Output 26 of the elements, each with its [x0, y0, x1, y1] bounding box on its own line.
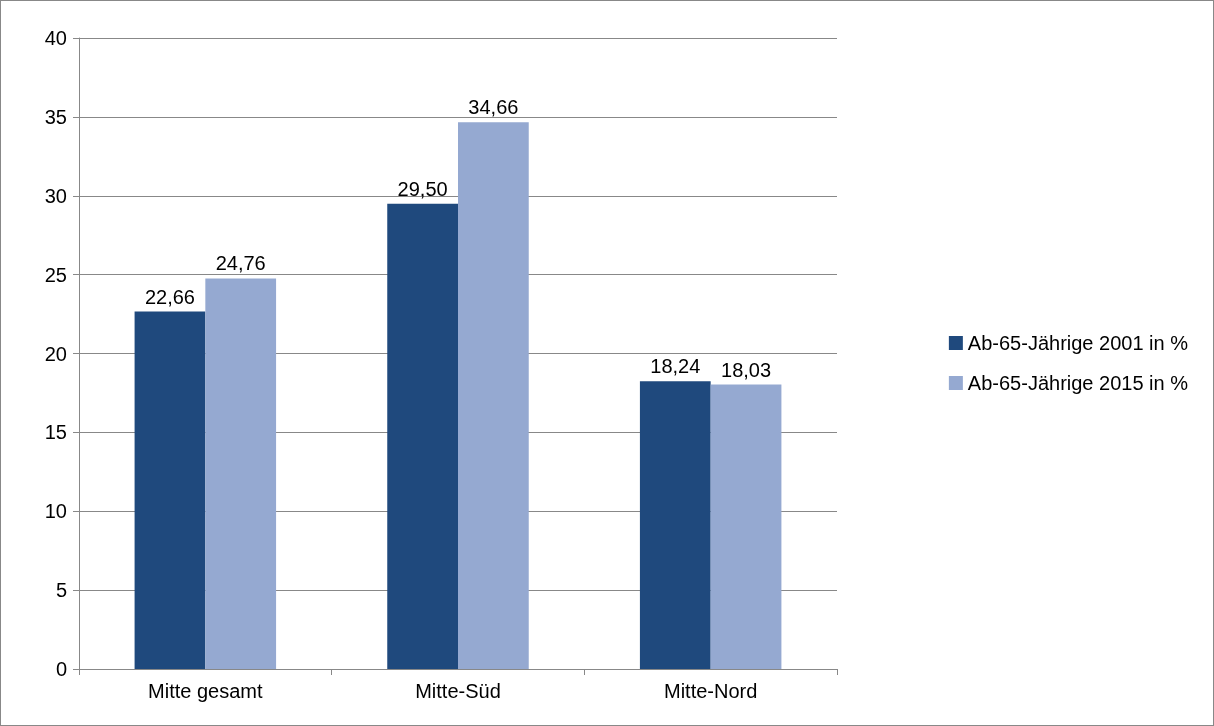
bar: [134, 311, 206, 669]
legend-label: Ab-65-Jährige 2015 in %: [967, 372, 1189, 394]
y-tick-label: 5: [55, 579, 67, 602]
data-label: 29,50: [397, 177, 448, 200]
x-tick-label: Mitte-Nord: [663, 680, 758, 702]
x-tick-label: Mitte gesamt: [148, 680, 264, 702]
y-tick-label: 0: [55, 658, 67, 680]
y-tick-label: 15: [44, 421, 67, 444]
bar: [205, 278, 277, 669]
data-label: 18,24: [650, 355, 701, 378]
y-tick-label: 40: [44, 27, 67, 49]
data-label: 34,66: [468, 96, 519, 119]
bar: [387, 203, 458, 669]
x-tick-label: Mitte-Süd: [415, 680, 501, 702]
data-label: 22,66: [144, 285, 195, 308]
y-tick-label: 35: [44, 105, 67, 128]
y-tick-label: 10: [44, 500, 67, 523]
bar: [458, 122, 529, 669]
bar: [639, 381, 711, 669]
bar: [710, 384, 782, 669]
y-tick-label: 25: [44, 263, 67, 286]
legend-label: Ab-65-Jährige 2001 in %: [967, 332, 1189, 354]
y-tick-label: 30: [44, 184, 67, 207]
data-label: 24,76: [215, 252, 266, 275]
y-tick-label: 20: [44, 342, 67, 365]
data-label: 18,03: [721, 358, 772, 381]
